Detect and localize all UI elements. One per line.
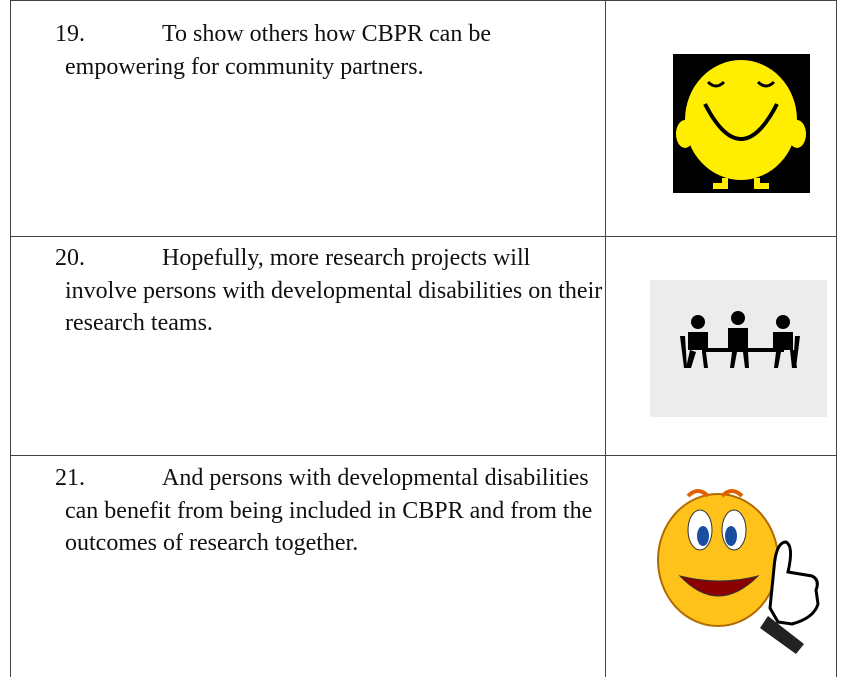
row-number: 20. <box>55 245 85 271</box>
row-number: 19. <box>55 21 85 47</box>
row-number: 21. <box>55 465 85 491</box>
row-divider <box>10 455 837 456</box>
thumbs-up-smiley-image <box>657 489 820 654</box>
table-border <box>836 0 837 677</box>
row-body: Hopefully, more research projects will i… <box>65 245 603 336</box>
table-border <box>10 0 11 677</box>
column-divider <box>605 0 606 677</box>
row-text: 20. Hopefully, more research projects wil… <box>55 242 605 340</box>
smiley-image <box>673 54 810 193</box>
row-divider <box>10 236 837 237</box>
row-text: 19. To show others how CBPR can be empowe… <box>55 18 605 83</box>
row-body: And persons with developmental disabilit… <box>65 465 593 556</box>
table-border <box>10 0 837 1</box>
row-text: 21. And persons with developmental disabi… <box>55 462 605 560</box>
row-body: To show others how CBPR can be empowerin… <box>65 21 491 80</box>
meeting-image <box>650 280 827 417</box>
